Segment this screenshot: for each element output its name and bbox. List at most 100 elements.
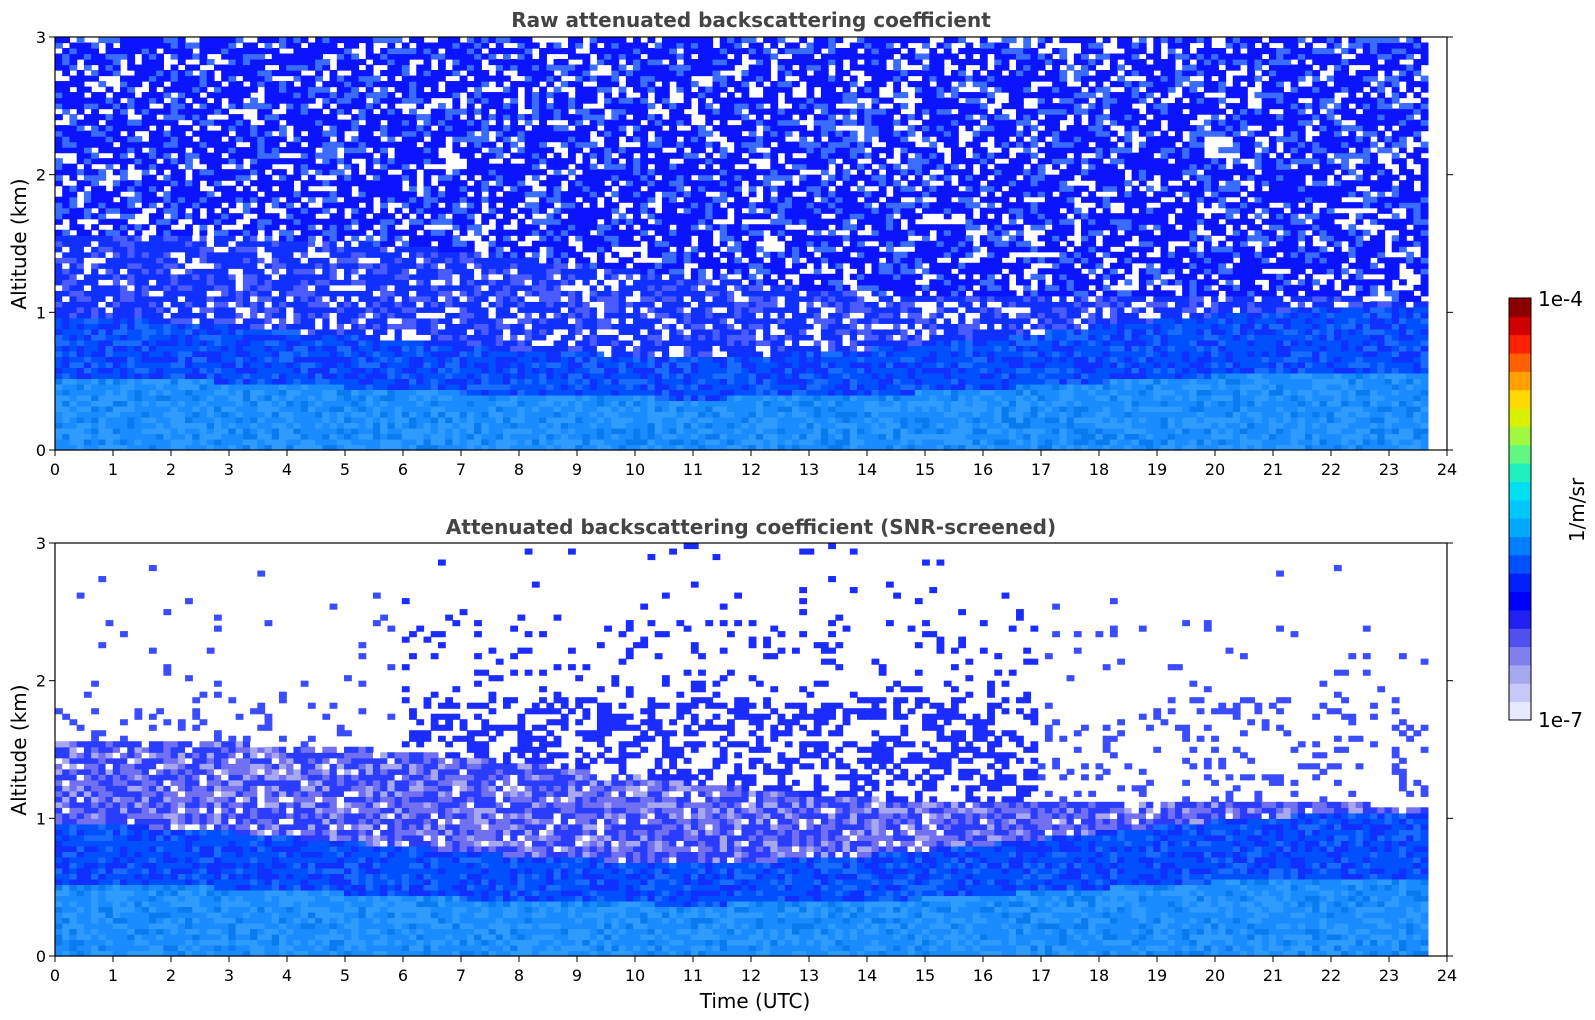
heatmap-cell (460, 356, 468, 362)
heatmap-cell (330, 131, 338, 137)
heatmap-cell (221, 65, 229, 71)
heatmap-cell (416, 439, 424, 445)
heatmap-cell (301, 334, 309, 340)
heatmap-cell (489, 98, 497, 104)
heatmap-cell (301, 428, 309, 434)
heatmap-cell (171, 356, 179, 362)
heatmap-cell (250, 389, 258, 395)
heatmap-cell (142, 334, 150, 340)
heatmap-cell (69, 246, 77, 252)
heatmap-cell (460, 125, 468, 131)
heatmap-cell (554, 131, 562, 137)
heatmap-cell (402, 400, 410, 406)
heatmap-cell (214, 103, 222, 109)
heatmap-cell (532, 98, 540, 104)
heatmap-cell (62, 142, 70, 148)
heatmap-cell (489, 164, 497, 170)
heatmap-cell (322, 252, 330, 258)
heatmap-cell (532, 268, 540, 274)
heatmap-cell (387, 213, 395, 219)
heatmap-cell (431, 230, 439, 236)
heatmap-cell (62, 48, 70, 54)
heatmap-cell (474, 59, 482, 65)
heatmap-cell (409, 301, 417, 307)
heatmap-cell (250, 323, 258, 329)
heatmap-cell (431, 329, 439, 335)
heatmap-cell (517, 219, 525, 225)
heatmap-cell (84, 202, 92, 208)
heatmap-cell (554, 395, 562, 401)
heatmap-cell (568, 433, 576, 439)
heatmap-cell (424, 285, 432, 291)
heatmap-cell (279, 37, 287, 43)
heatmap-cell (286, 208, 294, 214)
heatmap-cell (366, 351, 374, 357)
heatmap-cell (416, 285, 424, 291)
heatmap-cell (286, 318, 294, 324)
heatmap-cell (279, 131, 287, 137)
heatmap-cell (185, 329, 193, 335)
heatmap-cell (308, 230, 316, 236)
heatmap-cell (286, 257, 294, 263)
heatmap-cell (279, 400, 287, 406)
heatmap-cell (546, 439, 554, 445)
heatmap-cell (293, 158, 301, 164)
heatmap-cell (424, 307, 432, 313)
heatmap-cell (387, 114, 395, 120)
heatmap-cell (358, 252, 366, 258)
heatmap-cell (98, 186, 106, 192)
heatmap-cell (134, 224, 142, 230)
heatmap-cell (510, 356, 518, 362)
heatmap-cell (395, 367, 403, 373)
heatmap-cell (337, 422, 345, 428)
heatmap-cell (395, 395, 403, 401)
heatmap-cell (575, 318, 583, 324)
heatmap-cell (380, 142, 388, 148)
heatmap-cell (301, 114, 309, 120)
heatmap-cell (207, 235, 215, 241)
heatmap-cell (467, 125, 475, 131)
heatmap-cell (532, 191, 540, 197)
heatmap-cell (171, 230, 179, 236)
heatmap-cell (84, 362, 92, 368)
heatmap-cell (127, 301, 135, 307)
heatmap-cell (489, 246, 497, 252)
heatmap-cell (351, 411, 359, 417)
heatmap-cell (207, 268, 215, 274)
heatmap-cell (62, 252, 70, 258)
heatmap-cell (308, 76, 316, 82)
heatmap-cell (424, 345, 432, 351)
heatmap-cell (416, 389, 424, 395)
heatmap-cell (330, 389, 338, 395)
heatmap-cell (532, 257, 540, 263)
heatmap-cell (489, 307, 497, 313)
heatmap-cell (301, 373, 309, 379)
heatmap-cell (272, 219, 280, 225)
heatmap-cell (62, 279, 70, 285)
heatmap-cell (69, 186, 77, 192)
heatmap-cell (387, 158, 395, 164)
heatmap-cell (344, 406, 352, 412)
heatmap-cell (142, 252, 150, 258)
heatmap-cell (322, 318, 330, 324)
heatmap-cell (113, 428, 121, 434)
heatmap-cell (503, 235, 511, 241)
heatmap-cell (568, 37, 576, 43)
heatmap-cell (496, 395, 504, 401)
heatmap-cell (265, 109, 273, 115)
heatmap-cell (424, 367, 432, 373)
heatmap-cell (445, 433, 453, 439)
heatmap-cell (539, 98, 547, 104)
heatmap-cell (337, 406, 345, 412)
heatmap-cell (424, 351, 432, 357)
heatmap-cell (171, 164, 179, 170)
heatmap-cell (286, 224, 294, 230)
heatmap-cell (474, 197, 482, 203)
heatmap-cell (250, 378, 258, 384)
heatmap-cell (554, 114, 562, 120)
heatmap-cell (474, 400, 482, 406)
heatmap-cell (149, 147, 157, 153)
heatmap-cell (250, 428, 258, 434)
heatmap-cell (55, 411, 63, 417)
heatmap-cell (315, 142, 323, 148)
